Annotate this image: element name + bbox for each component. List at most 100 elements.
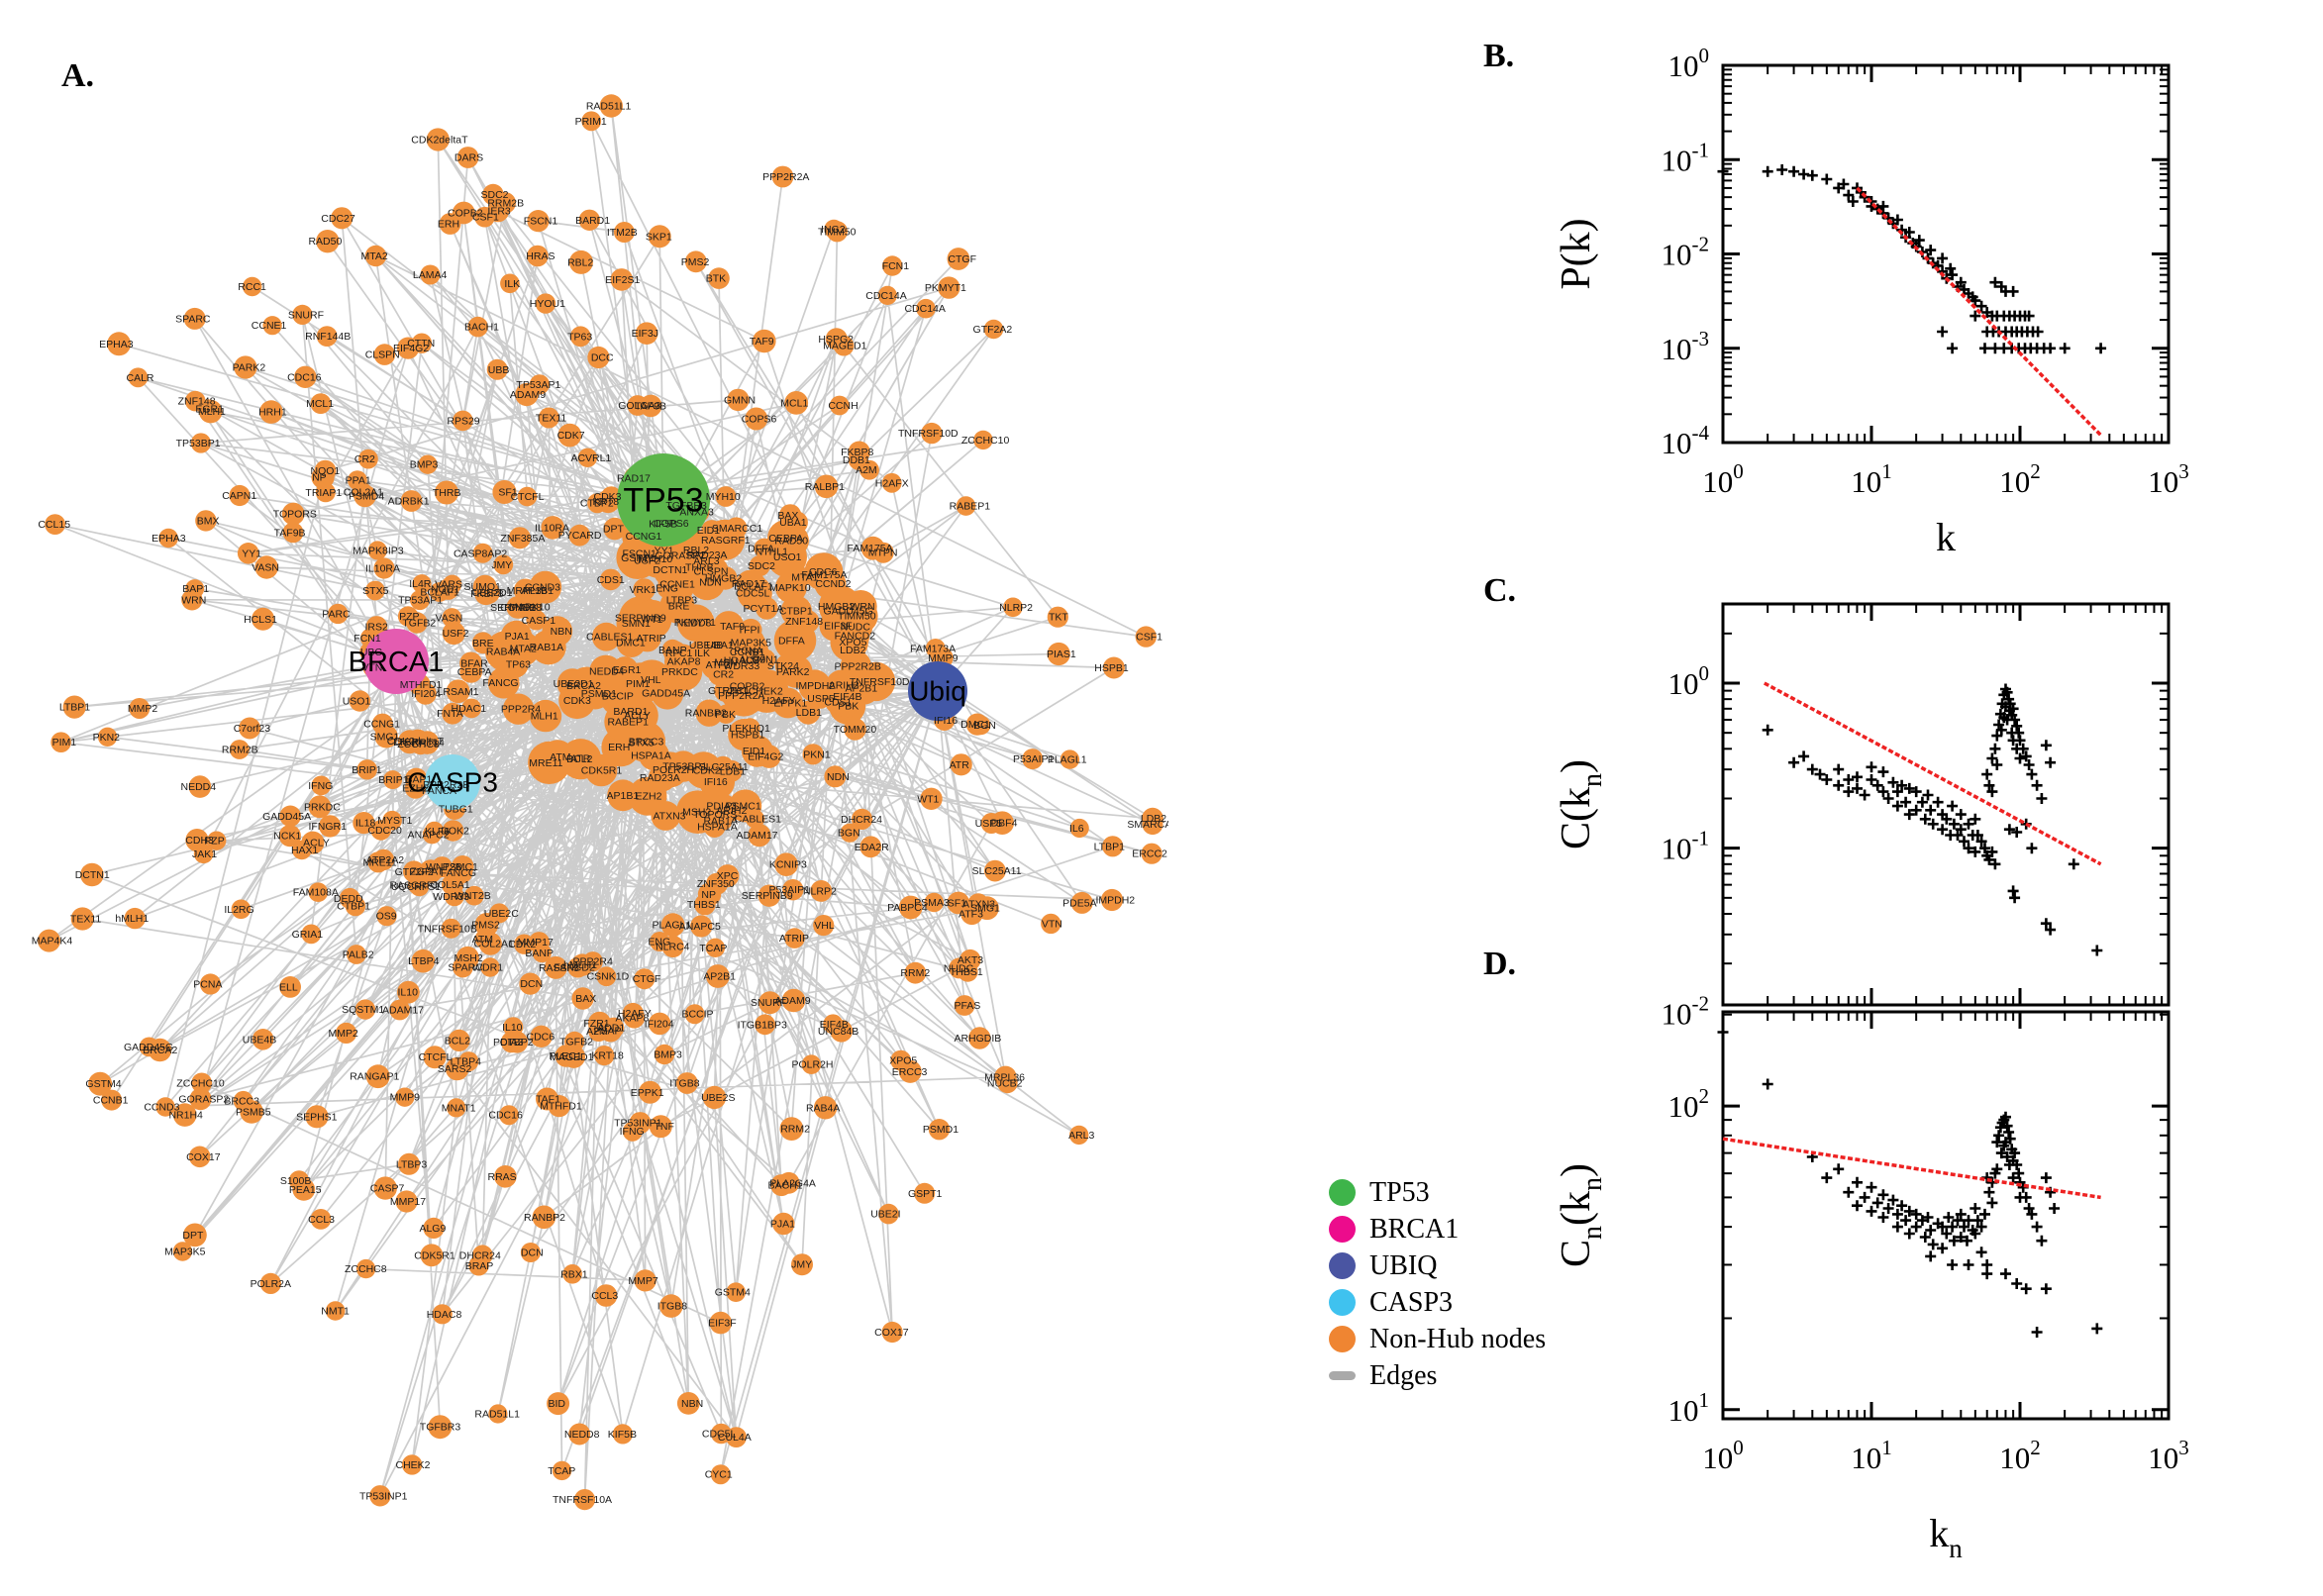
network-node-label: PSMA3 (914, 897, 950, 909)
network-node-label: IFNG (308, 780, 333, 792)
network-node (423, 1046, 447, 1069)
network-node (635, 322, 658, 346)
network-node-label: MNAT1 (442, 1102, 476, 1114)
network-node-label: CLSPN (365, 349, 400, 361)
network-node-label: EIF3F (708, 1318, 737, 1330)
network-node (619, 662, 662, 705)
plot-ticks (1721, 63, 2171, 445)
network-node-label: MYST1 (377, 815, 412, 827)
network-node-label: PLA2G4A (769, 1177, 816, 1189)
network-node-label: CTBP1 (779, 606, 813, 618)
tick-label-10e-3: 10-3 (1662, 327, 1710, 366)
network-node (492, 480, 517, 504)
network-node-label: ERH (438, 219, 459, 231)
network-node (188, 1146, 211, 1168)
network-node (155, 1097, 175, 1117)
network-node (310, 1209, 332, 1230)
network-node (331, 207, 354, 230)
network-node-label: FANCG (482, 677, 518, 689)
network-node (471, 632, 494, 654)
network-node-label: CCNH (828, 400, 858, 412)
network-node (914, 1182, 936, 1204)
network-node (591, 622, 621, 651)
network-node-label: NEDD8 (676, 618, 712, 630)
network-node-label: HSPB1 (1094, 662, 1129, 674)
network-node (243, 276, 262, 297)
plot-ticks (1721, 603, 2171, 1005)
network-node (581, 111, 602, 132)
network-node (292, 1178, 316, 1201)
network-node (802, 744, 824, 765)
network-node-label: COL2A1 (344, 487, 383, 499)
network-node-label: CDK3 (593, 491, 621, 503)
network-node-label: CSF1 (472, 212, 499, 224)
network-node-label: EIF4G2 (748, 751, 783, 763)
network-node (442, 702, 463, 725)
network-node-label: CDC5L (736, 588, 770, 600)
network-node (400, 490, 423, 512)
network-node (898, 895, 923, 920)
network-node-label: RRAS (488, 1171, 517, 1183)
network-node-label: KLF6 (425, 826, 450, 838)
network-node-label: DCTN1 (653, 564, 687, 576)
network-node (467, 316, 488, 338)
network-node-label: BRE (668, 600, 690, 612)
network-node (825, 690, 849, 714)
network-nodes (38, 94, 1163, 1511)
network-node (778, 504, 802, 527)
network-node-label: AKAP8 (615, 1012, 649, 1024)
network-node (311, 775, 332, 796)
network-node (252, 607, 275, 631)
network-node-label: EIF4G2 (393, 343, 429, 354)
network-node (573, 1489, 596, 1511)
network-node-label: ATRIP (637, 633, 666, 645)
network-node (639, 1080, 661, 1104)
network-node-label: SNURF (288, 309, 324, 321)
network-node (716, 704, 736, 724)
network-node (45, 514, 65, 535)
network-node-label: SMG1 (970, 903, 1000, 915)
network-node (315, 482, 336, 503)
network-node (353, 812, 375, 835)
network-node (172, 1103, 197, 1127)
network-node-label: EPHA3 (152, 533, 186, 545)
network-node-label: PSMC1 (443, 861, 478, 873)
network-node-label: TAF9B (274, 527, 306, 539)
network-node (432, 1304, 453, 1325)
network-node-label: PSMB5 (236, 1107, 271, 1119)
network-node-label: EIF2S1 (605, 274, 640, 286)
network-node (654, 1044, 675, 1065)
network-node-label: WDR33 (433, 891, 469, 903)
tick-label-10e3: 103 (2148, 1436, 2189, 1475)
network-node-label: DCC (591, 352, 614, 364)
network-node-label: IER3 (487, 206, 511, 218)
network-node (441, 918, 461, 939)
network-node (1142, 814, 1163, 836)
network-node-label: S100B (280, 1175, 312, 1187)
network-node-label: CDC16 (287, 371, 322, 383)
network-node (364, 245, 387, 267)
network-node-label: ALG9 (739, 654, 765, 666)
network-node-label: RAD50 (308, 236, 342, 248)
network-node (336, 1022, 357, 1044)
network-node (587, 346, 610, 369)
network-node-label: MAPK10 (769, 582, 811, 594)
network-node (714, 679, 737, 702)
network-node (639, 740, 669, 771)
network-node (950, 753, 972, 776)
network-node (358, 449, 378, 469)
network-node (840, 823, 859, 843)
network-node-label: MAP4K4 (32, 936, 73, 948)
network-node-label: H2AFY (618, 1008, 652, 1020)
network-node (796, 610, 820, 634)
network-node-label: CEBPA (768, 533, 803, 545)
network-node-label: PBK (838, 701, 858, 713)
network-node (621, 535, 658, 572)
network-node (435, 480, 458, 505)
network-node-label: PPA1 (346, 475, 371, 487)
network-node (259, 1272, 281, 1294)
network-node (383, 770, 403, 790)
network-node-label: HDAC8 (724, 654, 759, 666)
network-node (262, 316, 282, 336)
network-node (442, 608, 462, 628)
